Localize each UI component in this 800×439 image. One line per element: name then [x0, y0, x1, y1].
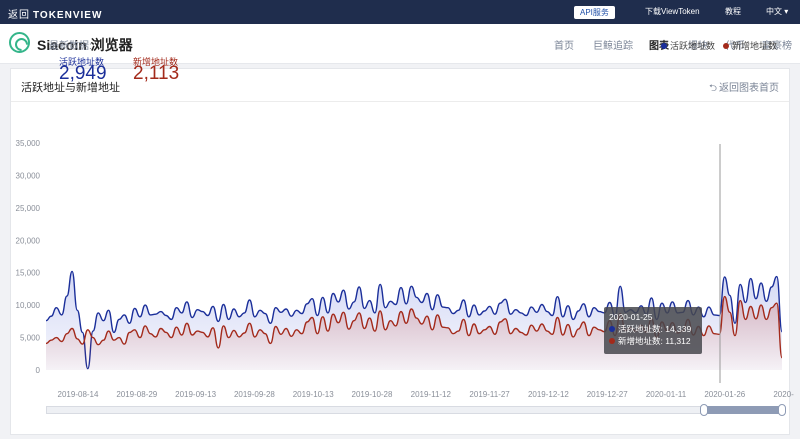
chart-card: 活跃地址与新增地址 ⮌ 返回图表首页 [10, 68, 790, 435]
y-tick-label: 0 [36, 366, 41, 375]
card-title: 活跃地址与新增地址 [21, 82, 120, 94]
legend-active[interactable]: 活跃地址数 [661, 39, 715, 52]
legend-new[interactable]: 新增地址数 [723, 39, 777, 52]
api-service-button[interactable]: API服务 [574, 6, 615, 19]
x-tick-label: 2019-08-14 [58, 390, 99, 399]
x-tick-label: 2020-01-26 [704, 390, 745, 399]
active-addresses-value: 2,949 [59, 63, 107, 84]
range-slider-right-handle[interactable] [778, 404, 786, 416]
nav-rich-list[interactable]: 富豪榜 [762, 41, 792, 52]
y-tick-label: 15,000 [16, 269, 41, 278]
top-bar: 返回 TOKENVIEW API服务 下载ViewToken 教程 中文 ▾ [0, 0, 800, 24]
range-slider-left-handle[interactable] [700, 404, 708, 416]
series-area-1 [46, 296, 782, 370]
y-tick-label: 20,000 [16, 236, 41, 245]
language-selector[interactable]: 中文 ▾ [766, 7, 789, 16]
brand-name: TOKENVIEW [33, 10, 103, 21]
x-tick-label: 2019-08-29 [116, 390, 157, 399]
x-tick-label: 2019-10-13 [293, 390, 334, 399]
y-tick-label: 5,000 [20, 334, 41, 343]
card-divider [11, 101, 789, 102]
nav-whale-tracking[interactable]: 巨鲸追踪 [593, 41, 633, 52]
tooltip-active-row: 活跃地址数: 14,339 [609, 323, 697, 335]
chart-tooltip: 2020-01-25 活跃地址数: 14,339 新增地址数: 11,312 [604, 307, 702, 354]
back-to-charts-link[interactable]: ⮌ 返回图表首页 [709, 79, 779, 98]
x-tick-label: 2019-09-13 [175, 390, 216, 399]
tooltip-new-row: 新增地址数: 11,312 [609, 335, 697, 347]
range-slider-track[interactable] [46, 406, 782, 414]
nav-charts[interactable]: 图表 [649, 41, 669, 52]
x-tick-label: 2019-11-27 [469, 390, 510, 399]
new-addresses-label: 新增地址数 [133, 57, 179, 67]
nav-tokens[interactable]: 代币 [725, 41, 745, 52]
latest-data-label: 最新数据: [49, 41, 92, 52]
tooltip-dot-active [609, 325, 615, 332]
y-tick-label: 10,000 [16, 301, 41, 310]
siacoin-logo-icon[interactable] [9, 32, 30, 53]
legend-new-label: 新增地址数 [732, 41, 778, 51]
legend-dot-new [723, 42, 729, 49]
x-tick-label: 2019-10-28 [352, 390, 393, 399]
legend-dot-active [661, 42, 667, 49]
x-tick-label: 2019-12-12 [528, 390, 569, 399]
site-title[interactable]: Siacoin 浏览器 [37, 37, 133, 53]
brand-logo[interactable]: 返回 TOKENVIEW [8, 6, 102, 21]
x-tick-label: 2020- [773, 390, 794, 399]
active-addresses-label: 活跃地址数 [59, 57, 105, 67]
x-tick-label: 2019-12-27 [587, 390, 628, 399]
x-tick-label: 2019-09-28 [234, 390, 275, 399]
range-slider-selection[interactable] [704, 406, 782, 414]
nav-blocks[interactable]: 爆块 [688, 41, 708, 52]
y-tick-label: 35,000 [16, 139, 41, 148]
x-tick-label: 2020-01-11 [646, 390, 687, 399]
download-viewtoken-link[interactable]: 下载ViewToken [645, 7, 700, 16]
new-addresses-value: 2,113 [133, 63, 180, 84]
tooltip-dot-new [609, 337, 615, 344]
return-icon: ⮌ [708, 83, 717, 94]
nav-home[interactable]: 首页 [554, 41, 574, 52]
tutorial-link[interactable]: 教程 [725, 7, 741, 16]
tooltip-date: 2020-01-25 [609, 312, 653, 322]
y-tick-label: 25,000 [16, 204, 41, 213]
x-tick-label: 2019-11-12 [411, 390, 452, 399]
tooltip-new: 新增地址数: 11,312 [618, 336, 691, 346]
tooltip-active: 活跃地址数: 14,339 [618, 324, 692, 334]
back-to-charts-label: 返回图表首页 [719, 83, 779, 94]
y-tick-label: 30,000 [16, 171, 41, 180]
legend-active-label: 活跃地址数 [670, 41, 716, 51]
back-link[interactable]: 返回 [8, 10, 30, 21]
